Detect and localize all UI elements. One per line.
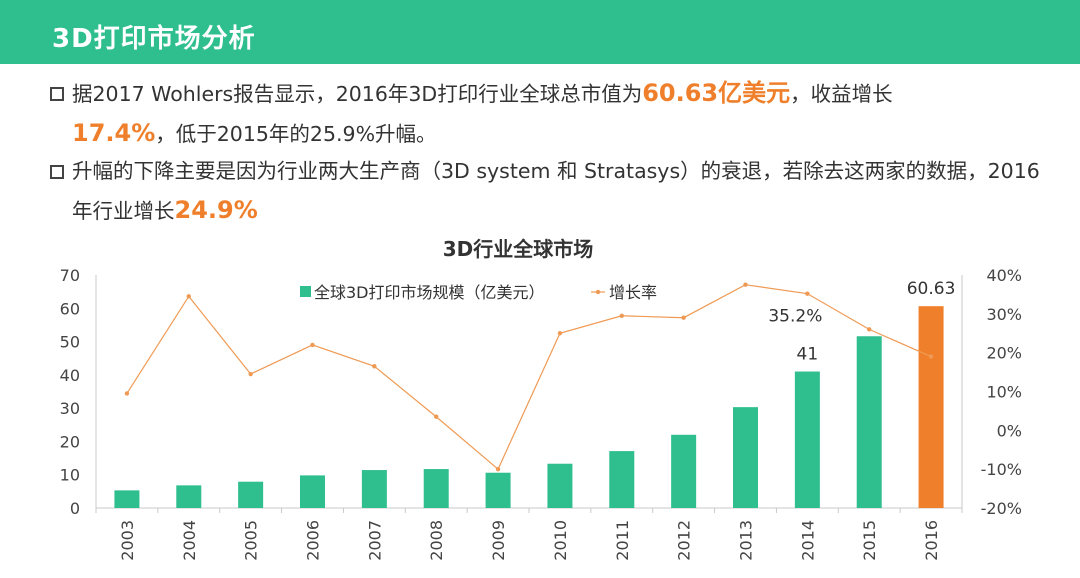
right-tick-label: -10%: [981, 460, 1022, 479]
chart-labels: 41 60.63 35.2%: [768, 279, 955, 364]
left-tick-label: 10: [60, 466, 80, 485]
bullet-item-1: 据2017 Wohlers报告显示，2016年3D打印行业全球总市值为60.63…: [48, 74, 1048, 152]
legend-line-label: 增长率: [609, 283, 657, 302]
header-bar: [0, 0, 1080, 64]
bar-2010: [547, 463, 573, 508]
legend-bar-label: 全球3D打印市场规模（亿美元）: [314, 283, 545, 302]
bar-2004: [176, 485, 202, 508]
bar-2011: [609, 451, 635, 508]
data-label: 41: [797, 345, 819, 365]
growth-point-2013: [743, 282, 748, 287]
x-tick-label: 2007: [365, 520, 384, 561]
growth-point-2008: [434, 414, 439, 419]
x-tick-label: 2005: [242, 520, 261, 561]
square-bullet-icon: [50, 165, 64, 179]
growth-rate-line: [126, 284, 932, 471]
bar-2008: [423, 469, 449, 508]
left-tick-label: 20: [60, 432, 80, 451]
bullet-2-highlight-growth: 24.9%: [174, 196, 258, 224]
bar-2006: [300, 475, 325, 508]
x-tick-label: 2015: [860, 520, 879, 561]
left-tick-label: 70: [60, 266, 80, 285]
right-tick-label: 0%: [997, 421, 1022, 440]
growth-point-2012: [681, 315, 686, 320]
x-tick-label: 2010: [551, 520, 570, 561]
chart-title: 3D行业全球市场: [443, 237, 594, 261]
bullet-1-highlight-market-value: 60.63亿美元: [642, 79, 791, 107]
legend-line-marker: [595, 289, 601, 295]
bar-series: [114, 306, 944, 508]
left-tick-label: 50: [60, 333, 80, 352]
bar-2015: [856, 336, 882, 508]
bullet-1-text-mid: ，收益增长: [790, 82, 893, 106]
bar-2013: [733, 407, 758, 508]
right-tick-label: 40%: [986, 266, 1022, 285]
bullet-2-text-pre: 升幅的下降主要是因为行业两大生产商（3D system 和 Stratasys）…: [72, 159, 1040, 223]
growth-point-2009: [495, 466, 501, 472]
data-label: 35.2%: [768, 307, 822, 327]
bullet-1-highlight-growth: 17.4%: [72, 119, 156, 147]
chart-container: 3D行业全球市场 0 10 20 30 40 50 60 70 -20% -10% 0% 10% 20%…: [0, 232, 1080, 578]
right-tick-label: 30%: [986, 305, 1022, 324]
bar-2005: [238, 481, 264, 508]
chart-legend: 全球3D打印市场规模（亿美元） 增长率: [300, 283, 657, 302]
growth-point-2006: [310, 342, 315, 348]
bar-2016: [918, 306, 944, 508]
bar-2009: [485, 472, 511, 508]
square-bullet-icon: [50, 87, 64, 101]
growth-point-2016: [928, 354, 934, 359]
x-tick-label: 2008: [427, 520, 446, 561]
left-tick-label: 60: [60, 299, 80, 318]
bar-2007: [361, 470, 387, 508]
growth-point-2011: [619, 313, 624, 318]
market-chart: 3D行业全球市场 0 10 20 30 40 50 60 70 -20% -10% 0% 10% 20%…: [60, 237, 1022, 561]
bullet-item-2: 升幅的下降主要是因为行业两大生产商（3D system 和 Stratasys）…: [48, 152, 1048, 230]
right-tick-label: -20%: [981, 499, 1022, 518]
bullet-list: 据2017 Wohlers报告显示，2016年3D打印行业全球总市值为60.63…: [48, 74, 1048, 230]
growth-point-2004: [186, 294, 191, 299]
right-tick-label: 20%: [986, 344, 1022, 363]
data-label: 60.63: [907, 279, 956, 299]
left-tick-label: 0: [70, 499, 80, 518]
x-tick-label: 2016: [922, 520, 941, 561]
legend-bar-swatch: [300, 286, 311, 297]
bar-2012: [671, 434, 697, 508]
x-tick-label: 2012: [675, 520, 694, 561]
growth-point-2015: [867, 327, 872, 332]
bar-2014: [794, 371, 820, 508]
x-tick-label: 2014: [798, 520, 817, 561]
growth-line-series: [124, 282, 934, 472]
growth-point-2007: [372, 364, 377, 369]
x-tick-label: 2009: [489, 520, 508, 561]
right-tick-label: 10%: [986, 383, 1022, 402]
x-tick-label: 2003: [118, 520, 137, 561]
x-tick-label: 2013: [737, 520, 756, 561]
growth-point-2010: [557, 331, 563, 336]
x-tick-label: 2011: [613, 520, 632, 561]
x-tick-label: 2004: [180, 520, 199, 561]
growth-point-2014: [805, 291, 810, 296]
growth-point-2003: [124, 391, 130, 396]
left-tick-label: 30: [60, 399, 80, 418]
bullet-1-text-pre: 据2017 Wohlers报告显示，2016年3D打印行业全球总市值为: [72, 82, 643, 106]
page-title: 3D打印市场分析: [52, 24, 256, 54]
left-tick-label: 40: [60, 366, 80, 385]
x-tick-label: 2006: [304, 520, 323, 561]
growth-point-2005: [248, 371, 253, 377]
bullet-1-text-post: ，低于2015年的25.9%升幅。: [155, 122, 437, 146]
bar-2003: [114, 490, 140, 508]
